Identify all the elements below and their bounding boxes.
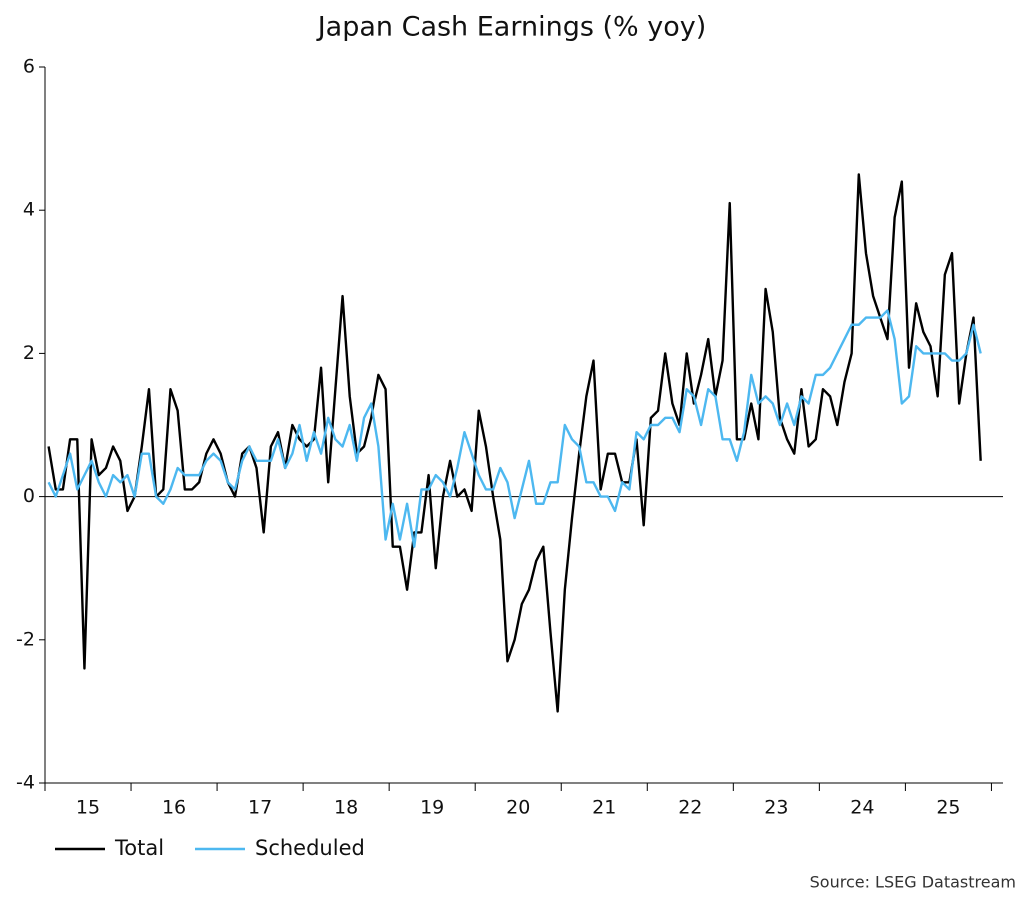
y-tick-label: 0 <box>23 485 35 507</box>
data-line <box>47 309 982 548</box>
legend-label: Scheduled <box>255 836 365 860</box>
x-tick-label: 16 <box>162 797 186 819</box>
x-tick-label: 22 <box>678 797 702 819</box>
legend-label: Total <box>114 836 164 860</box>
x-tick-label: 21 <box>592 797 616 819</box>
data-line <box>47 173 982 713</box>
x-tick-label: 25 <box>936 797 960 819</box>
y-tick-label: 4 <box>23 199 35 221</box>
y-tick-label: 6 <box>23 56 35 78</box>
chart-title: Japan Cash Earnings (% yoy) <box>316 12 707 43</box>
source-note: Source: LSEG Datastream <box>810 873 1016 892</box>
y-tick-label: -2 <box>16 628 35 650</box>
y-tick-label: -4 <box>16 772 35 794</box>
x-tick-label: 23 <box>764 797 788 819</box>
x-tick-label: 19 <box>420 797 444 819</box>
x-tick-label: 15 <box>76 797 100 819</box>
y-tick-label: 2 <box>23 342 35 364</box>
x-tick-label: 20 <box>506 797 530 819</box>
x-tick-label: 17 <box>248 797 272 819</box>
x-tick-label: 24 <box>850 797 874 819</box>
x-tick-label: 18 <box>334 797 358 819</box>
